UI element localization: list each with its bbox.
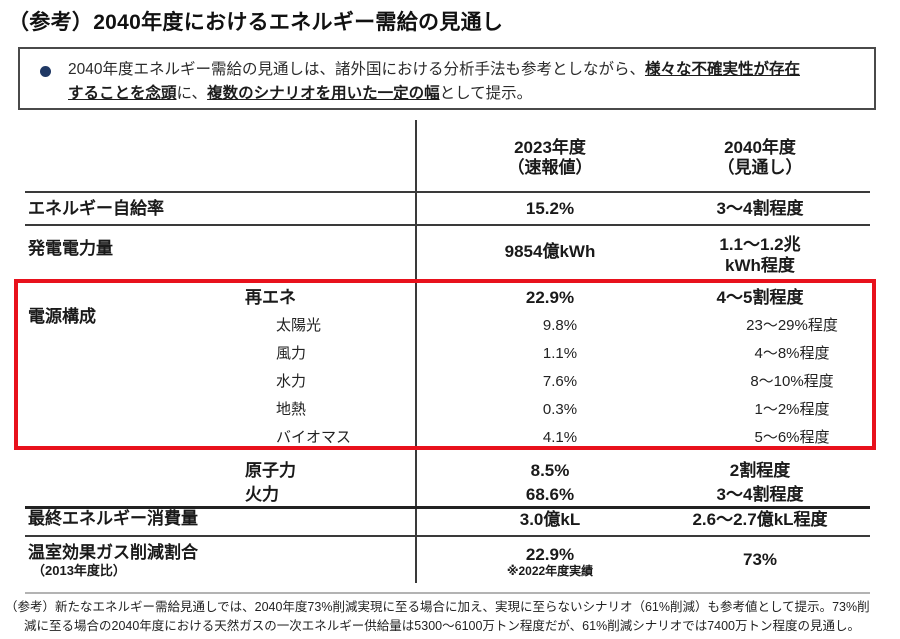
notice-seg-5-emphasis: 複数のシナリオを用いた一定の幅 <box>207 85 440 102</box>
footnote-line2: 減に至る場合の2040年度における天然ガスの一次エネルギー供給量は5300〜61… <box>24 619 861 633</box>
value-2023-geothermal: 0.3% <box>542 401 578 418</box>
row-label-geothermal: 地熱 <box>276 401 307 418</box>
value-2040-ghg-reduction: 73% <box>742 550 778 569</box>
value-2040-generated-electricity-line1: 1.1〜1.2兆 <box>719 235 801 254</box>
header-rule-line <box>25 191 870 193</box>
value-2040-wind: 4〜8%程度 <box>754 345 830 362</box>
header-col-2040-line1: 2040年度 <box>724 138 796 157</box>
row-label-hydro: 水力 <box>276 373 307 390</box>
value-2023-biomass: 4.1% <box>542 429 578 446</box>
notice-box: 2040年度エネルギー需給の見通しは、諸外国における分析手法も参考としながら、様… <box>18 47 876 110</box>
row-label-ghg-reduction-basis: （2013年度比） <box>32 563 126 578</box>
row-label-generated-electricity: 発電電力量 <box>28 239 113 258</box>
row-label-energy-self-sufficiency: エネルギー自給率 <box>28 199 164 218</box>
notice-seg-1: 2040年度エネルギー需給の見通しは、諸外国における分析手法も参考としながら、 <box>68 61 645 78</box>
page-title: （参考）2040年度におけるエネルギー需給の見通し <box>8 11 504 34</box>
value-2023-ghg-reduction: 22.9% <box>525 545 575 564</box>
rule-under-self-sufficiency <box>25 224 870 226</box>
value-2040-hydro: 8〜10%程度 <box>750 373 834 390</box>
value-2023-ghg-reduction-note: ※2022年度実績 <box>506 564 594 578</box>
value-2040-geothermal: 1〜2%程度 <box>754 401 830 418</box>
table-column-divider <box>415 120 417 583</box>
footnote: （参考）新たなエネルギー需給見通しでは、2040年度73%削減実現に至る場合に加… <box>5 598 898 636</box>
value-2023-thermal: 68.6% <box>525 485 575 504</box>
value-2040-renewables: 4〜5割程度 <box>716 288 804 307</box>
header-col-2023-line2: （速報値） <box>507 158 593 177</box>
notice-seg-6: として提示。 <box>439 85 533 102</box>
value-2040-nuclear: 2割程度 <box>729 461 791 480</box>
row-label-biomass: バイオマス <box>276 429 352 446</box>
notice-text: 2040年度エネルギー需給の見通しは、諸外国における分析手法も参考としながら、様… <box>68 58 800 106</box>
value-2023-renewables: 22.9% <box>525 288 575 307</box>
value-2040-solar: 23〜29%程度 <box>746 317 838 334</box>
bullet-icon <box>40 66 51 77</box>
notice-seg-2-emphasis: 様々な不確実性が存在 <box>644 61 800 78</box>
highlight-box <box>14 279 876 450</box>
value-2040-thermal: 3〜4割程度 <box>716 485 804 504</box>
header-col-2040-line2: （見通し） <box>717 158 803 177</box>
notice-seg-3-emphasis: することを念頭 <box>68 85 177 102</box>
value-2040-self-sufficiency: 3〜4割程度 <box>716 199 804 218</box>
value-2040-final-energy-consumption: 2.6〜2.7億kL程度 <box>692 510 828 529</box>
row-label-renewables: 再エネ <box>245 288 296 307</box>
value-2023-hydro: 7.6% <box>542 373 578 390</box>
row-label-wind: 風力 <box>276 345 307 362</box>
footnote-line1: （参考）新たなエネルギー需給見通しでは、2040年度73%削減実現に至る場合に加… <box>5 600 870 614</box>
value-2023-nuclear: 8.5% <box>530 461 570 480</box>
row-label-power-source-mix: 電源構成 <box>28 307 96 326</box>
value-2040-generated-electricity: 1.1〜1.2兆 kWh程度 <box>640 234 880 276</box>
row-label-nuclear: 原子力 <box>245 461 296 480</box>
value-2023-wind: 1.1% <box>542 345 578 362</box>
rule-under-thermal <box>25 506 870 509</box>
row-label-ghg-reduction: 温室効果ガス削減割合 <box>28 543 198 562</box>
value-2040-generated-electricity-line2: kWh程度 <box>725 256 795 275</box>
value-2023-solar: 9.8% <box>542 317 578 334</box>
header-col-2023-line1: 2023年度 <box>514 138 586 157</box>
value-2040-biomass: 5〜6%程度 <box>754 429 830 446</box>
rule-under-final-consumption <box>25 535 870 537</box>
row-label-final-energy-consumption: 最終エネルギー消費量 <box>28 509 198 528</box>
value-2023-final-energy-consumption: 3.0億kL <box>519 510 581 529</box>
table-bottom-rule <box>25 592 870 594</box>
value-2023-self-sufficiency: 15.2% <box>525 199 575 218</box>
row-label-thermal: 火力 <box>245 485 279 504</box>
row-label-solar: 太陽光 <box>276 317 322 334</box>
value-2023-generated-electricity: 9854億kWh <box>504 242 596 261</box>
notice-seg-4: に、 <box>176 85 208 102</box>
